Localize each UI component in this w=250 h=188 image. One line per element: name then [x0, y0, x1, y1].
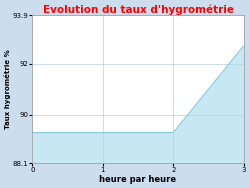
Title: Evolution du taux d'hygrométrie: Evolution du taux d'hygrométrie [42, 4, 234, 15]
Y-axis label: Taux hygrométrie %: Taux hygrométrie % [4, 49, 11, 129]
X-axis label: heure par heure: heure par heure [100, 175, 176, 184]
